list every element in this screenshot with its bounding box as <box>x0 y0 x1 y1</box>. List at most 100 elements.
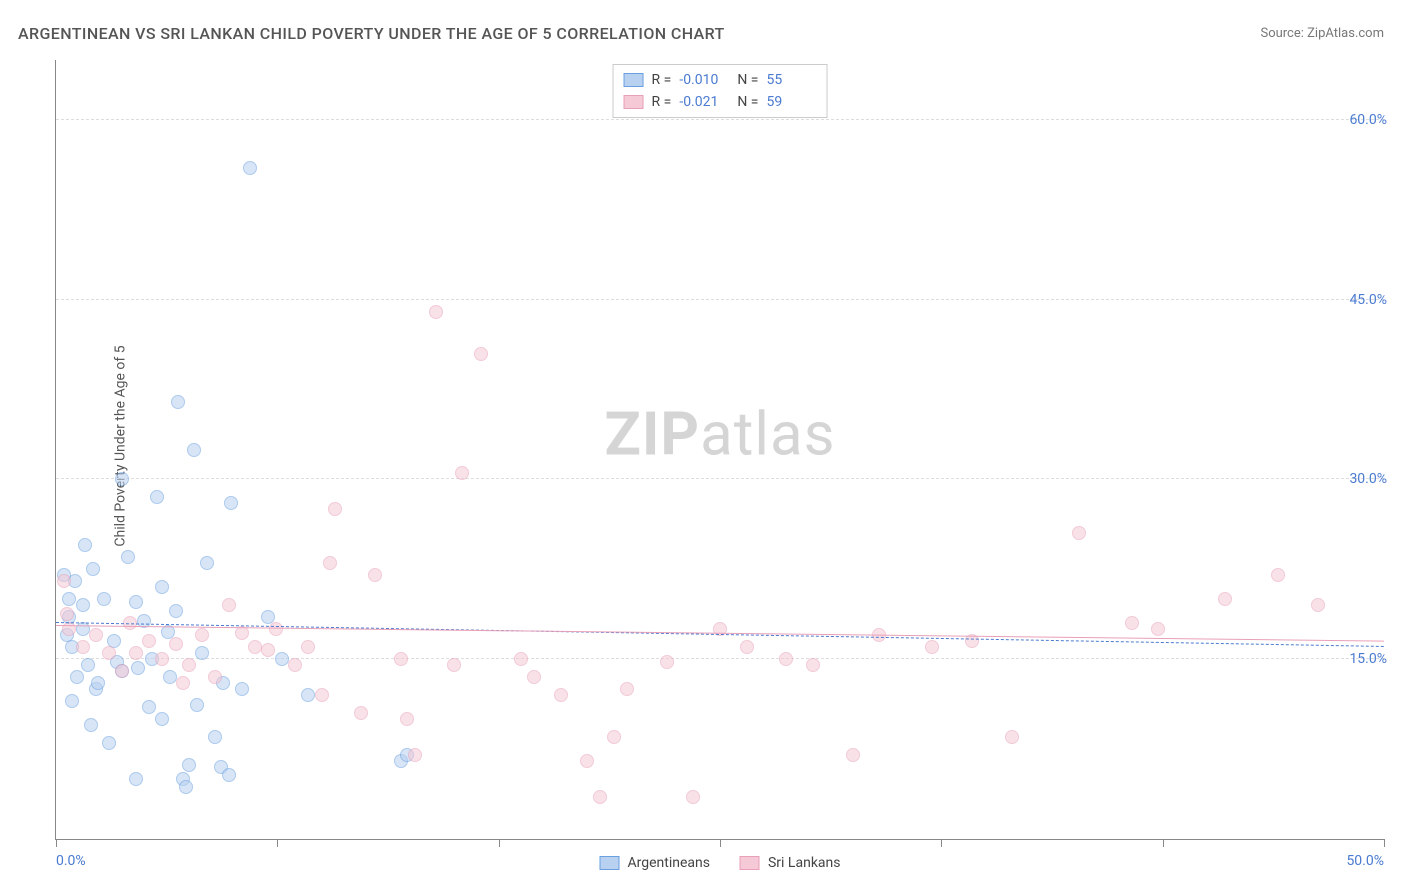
stats-row: R =-0.021N =59 <box>624 91 817 113</box>
scatter-point <box>57 574 71 588</box>
scatter-point <box>580 754 594 768</box>
scatter-point <box>208 730 222 744</box>
scatter-point <box>224 496 238 510</box>
scatter-point <box>1218 592 1232 606</box>
legend-label: Argentineans <box>628 855 710 871</box>
scatter-point <box>91 676 105 690</box>
scatter-point <box>179 780 193 794</box>
scatter-point <box>176 676 190 690</box>
scatter-point <box>554 688 568 702</box>
scatter-point <box>1151 622 1165 636</box>
y-tick-label: 30.0% <box>1349 471 1387 487</box>
n-label: N = <box>737 91 758 113</box>
scatter-point <box>187 443 201 457</box>
y-tick-label: 60.0% <box>1349 112 1387 128</box>
scatter-point <box>78 538 92 552</box>
scatter-point <box>60 607 74 621</box>
scatter-point <box>328 502 342 516</box>
chart-plot-area: ZIPatlas R =-0.010N =55R =-0.021N =59 Ar… <box>55 60 1384 840</box>
scatter-point <box>243 161 257 175</box>
n-value: 55 <box>766 69 816 91</box>
scatter-point <box>84 718 98 732</box>
scatter-point <box>455 466 469 480</box>
scatter-point <box>527 670 541 684</box>
watermark: ZIPatlas <box>604 398 835 469</box>
r-value: -0.010 <box>679 69 729 91</box>
scatter-point <box>131 661 145 675</box>
scatter-point <box>248 640 262 654</box>
scatter-point <box>1271 568 1285 582</box>
scatter-point <box>195 646 209 660</box>
legend-label: Sri Lankans <box>768 855 841 871</box>
scatter-point <box>806 658 820 672</box>
watermark-bold: ZIP <box>604 398 700 469</box>
y-tick-label: 15.0% <box>1349 651 1387 667</box>
scatter-point <box>102 646 116 660</box>
x-tick-label: 0.0% <box>56 853 86 869</box>
scatter-point <box>269 622 283 636</box>
scatter-point <box>288 658 302 672</box>
scatter-point <box>142 634 156 648</box>
scatter-point <box>129 595 143 609</box>
watermark-rest: atlas <box>700 398 835 469</box>
scatter-point <box>81 658 95 672</box>
scatter-point <box>155 652 169 666</box>
source-label: Source: ZipAtlas.com <box>1260 26 1384 41</box>
r-label: R = <box>652 69 672 91</box>
scatter-point <box>155 712 169 726</box>
scatter-point <box>142 700 156 714</box>
scatter-point <box>394 652 408 666</box>
x-tick <box>941 839 942 847</box>
scatter-point <box>195 628 209 642</box>
scatter-point <box>89 628 103 642</box>
scatter-point <box>301 688 315 702</box>
x-tick <box>720 839 721 847</box>
scatter-point <box>76 640 90 654</box>
scatter-point <box>102 736 116 750</box>
scatter-point <box>121 550 135 564</box>
scatter-point <box>261 643 275 657</box>
scatter-point <box>65 694 79 708</box>
scatter-point <box>925 640 939 654</box>
legend-swatch <box>624 73 644 87</box>
scatter-point <box>620 682 634 696</box>
scatter-point <box>97 592 111 606</box>
legend-item: Sri Lankans <box>740 855 841 871</box>
scatter-point <box>1311 598 1325 612</box>
scatter-point <box>429 305 443 319</box>
gridline <box>56 478 1384 479</box>
scatter-point <box>182 758 196 772</box>
r-label: R = <box>652 91 672 113</box>
scatter-point <box>408 748 422 762</box>
scatter-point <box>200 556 214 570</box>
x-tick <box>277 839 278 847</box>
scatter-point <box>70 670 84 684</box>
scatter-point <box>660 655 674 669</box>
scatter-point <box>235 682 249 696</box>
scatter-point <box>62 592 76 606</box>
scatter-point <box>115 472 129 486</box>
scatter-point <box>514 652 528 666</box>
r-value: -0.021 <box>679 91 729 113</box>
series-legend: Argentineans Sri Lankans <box>600 855 841 871</box>
scatter-point <box>1125 616 1139 630</box>
gridline <box>56 119 1384 120</box>
x-tick-label: 50.0% <box>1346 853 1384 869</box>
scatter-point <box>275 652 289 666</box>
scatter-point <box>400 712 414 726</box>
scatter-point <box>182 658 196 672</box>
x-tick <box>1163 839 1164 847</box>
scatter-point <box>301 640 315 654</box>
x-tick <box>56 839 57 847</box>
scatter-point <box>1005 730 1019 744</box>
x-tick <box>1384 839 1385 847</box>
scatter-point <box>846 748 860 762</box>
scatter-point <box>686 790 700 804</box>
legend-swatch <box>740 856 760 870</box>
scatter-point <box>163 670 177 684</box>
scatter-point <box>222 598 236 612</box>
scatter-point <box>171 395 185 409</box>
stats-row: R =-0.010N =55 <box>624 69 817 91</box>
scatter-point <box>354 706 368 720</box>
scatter-point <box>86 562 100 576</box>
